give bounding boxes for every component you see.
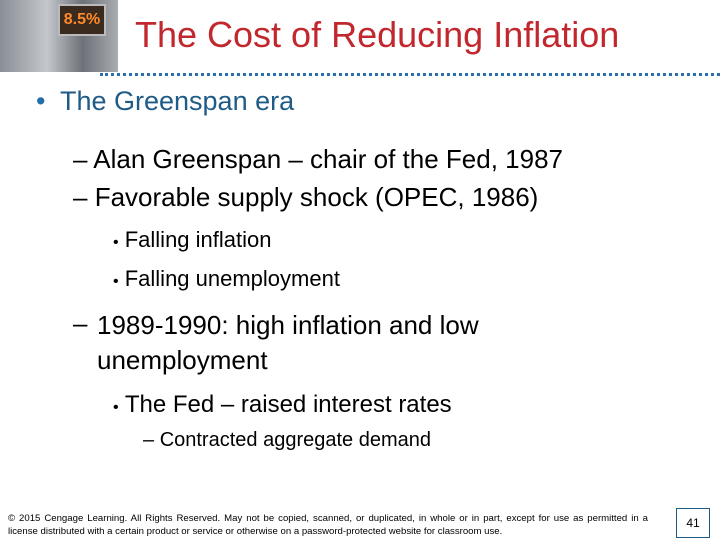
sub-sub-bullet: • Falling inflation — [113, 227, 272, 252]
sub-sub-sub-bullet: – Contracted aggregate demand — [143, 429, 431, 451]
bullet-text: Favorable supply shock (OPEC, 1986) — [94, 182, 539, 212]
bullet: • The Greenspan era — [36, 86, 295, 116]
photo: 8.5% — [0, 0, 118, 72]
sub-bullet: – Alan Greenspan – chair of the Fed, 198… — [73, 144, 564, 174]
bullet-text: 1989-1990: high inflation and low unempl… — [97, 310, 479, 375]
sign: 8.5% — [58, 4, 106, 36]
sub-sub-bullet: • Falling unemployment — [113, 266, 340, 291]
sub-bullet: – Favorable supply shock (OPEC, 1986) — [73, 182, 539, 212]
bullet-text: The Fed – raised interest rates — [124, 391, 452, 418]
copyright: © 2015 Cengage Learning. All Rights Rese… — [8, 513, 648, 537]
bullet-text: Falling unemployment — [124, 266, 340, 291]
bullet-text: Alan Greenspan – chair of the Fed, 1987 — [93, 144, 564, 174]
page-number: 41 — [676, 508, 710, 538]
sub-sub-bullet: • The Fed – raised interest rates — [113, 391, 452, 418]
bullet-text: The Greenspan era — [59, 86, 295, 116]
title-rule — [100, 73, 720, 76]
bullet-text: Contracted aggregate demand — [159, 429, 431, 451]
title: The Cost of Reducing Inflation — [135, 14, 620, 55]
bullet-text: Falling inflation — [124, 227, 272, 252]
dash: – — [73, 308, 88, 338]
